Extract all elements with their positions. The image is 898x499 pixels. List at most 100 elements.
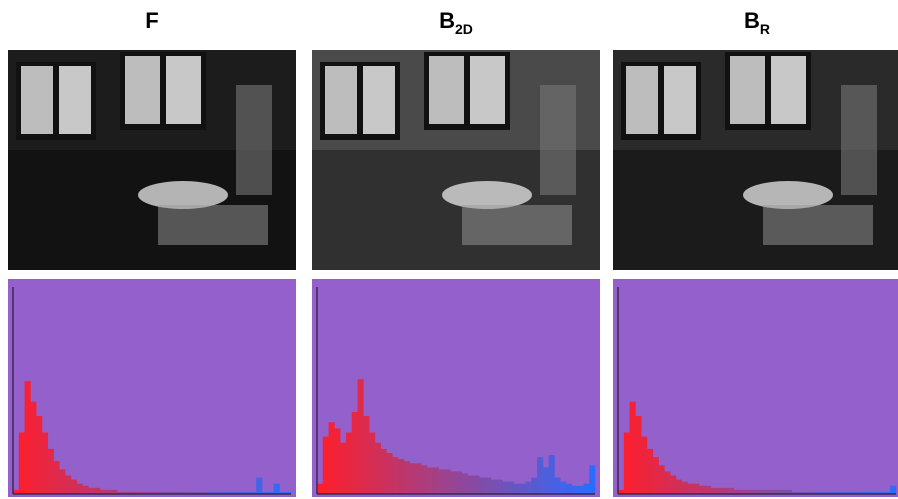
window-pane: [59, 66, 91, 134]
bar: [99, 489, 106, 494]
bar: [24, 381, 31, 494]
bar: [209, 491, 217, 494]
bar: [733, 489, 740, 494]
bar: [18, 432, 25, 494]
bar: [380, 448, 387, 494]
bar: [41, 432, 49, 494]
bar: [198, 491, 205, 494]
bar: [285, 491, 292, 494]
bar: [59, 469, 66, 494]
bar: [664, 471, 671, 494]
bar: [357, 379, 364, 494]
bar: [641, 436, 648, 494]
bar: [716, 487, 723, 494]
bar: [618, 489, 625, 494]
bar: [757, 489, 764, 494]
window-pane: [21, 66, 53, 134]
bar: [537, 457, 544, 494]
bar: [152, 491, 159, 494]
window-pane: [325, 66, 357, 134]
bar: [646, 448, 654, 494]
histogram-bg: [613, 279, 898, 497]
bar: [444, 469, 451, 494]
bar: [140, 491, 147, 494]
bar: [531, 477, 538, 494]
desk: [138, 181, 228, 209]
photo: [613, 50, 898, 270]
bar: [629, 401, 636, 494]
bar: [670, 475, 677, 494]
bar: [820, 491, 827, 494]
bar: [774, 489, 781, 494]
bar: [374, 442, 382, 494]
bar: [490, 479, 497, 494]
bar: [884, 491, 891, 494]
histogram-bg: [8, 279, 296, 497]
bar: [681, 481, 688, 494]
photo: [8, 50, 296, 270]
bar: [386, 453, 393, 494]
bar: [814, 491, 822, 494]
bar: [123, 491, 130, 494]
title-subscript: 2D: [455, 21, 473, 37]
bar: [635, 416, 642, 494]
bar: [180, 491, 188, 494]
bar: [273, 483, 280, 494]
window-pane: [730, 56, 765, 124]
bar: [855, 491, 862, 494]
bar: [502, 481, 509, 494]
bar: [583, 483, 590, 494]
bar: [751, 489, 758, 494]
bar: [577, 485, 584, 494]
bar: [832, 491, 839, 494]
title-main: B: [439, 8, 455, 33]
bar: [88, 487, 95, 494]
bar: [479, 477, 486, 494]
bar: [519, 483, 526, 494]
bar: [484, 477, 492, 494]
bar: [675, 479, 683, 494]
bar: [345, 432, 353, 494]
bar: [351, 412, 358, 494]
bar: [525, 481, 532, 494]
photo: [312, 50, 600, 270]
bar: [105, 489, 112, 494]
title-main: F: [145, 8, 158, 33]
desk: [743, 181, 833, 209]
bar: [728, 487, 735, 494]
bar: [128, 491, 135, 494]
bar: [369, 432, 376, 494]
bar: [693, 483, 700, 494]
bar: [508, 481, 515, 494]
bar: [803, 491, 810, 494]
desk-top: [158, 205, 268, 245]
bar: [250, 491, 257, 494]
bar: [560, 481, 567, 494]
bar: [496, 479, 503, 494]
bar: [186, 491, 193, 494]
shelf: [841, 85, 877, 195]
bar: [134, 491, 141, 494]
bar: [398, 459, 405, 494]
window-pane: [470, 56, 505, 124]
bar: [53, 461, 60, 494]
bar: [542, 467, 549, 494]
window-pane: [626, 66, 658, 134]
bar: [192, 491, 199, 494]
bar: [76, 483, 83, 494]
bar: [117, 491, 124, 494]
bar: [328, 422, 335, 494]
bar: [262, 491, 269, 494]
bar: [146, 491, 153, 494]
bar: [461, 473, 468, 494]
bar: [838, 491, 845, 494]
bar: [722, 487, 729, 494]
bar: [111, 489, 118, 494]
bar: [571, 485, 578, 494]
window-pane: [363, 66, 395, 134]
bar: [427, 467, 434, 494]
bar: [456, 471, 463, 494]
bar: [450, 471, 457, 494]
bar: [566, 483, 573, 494]
